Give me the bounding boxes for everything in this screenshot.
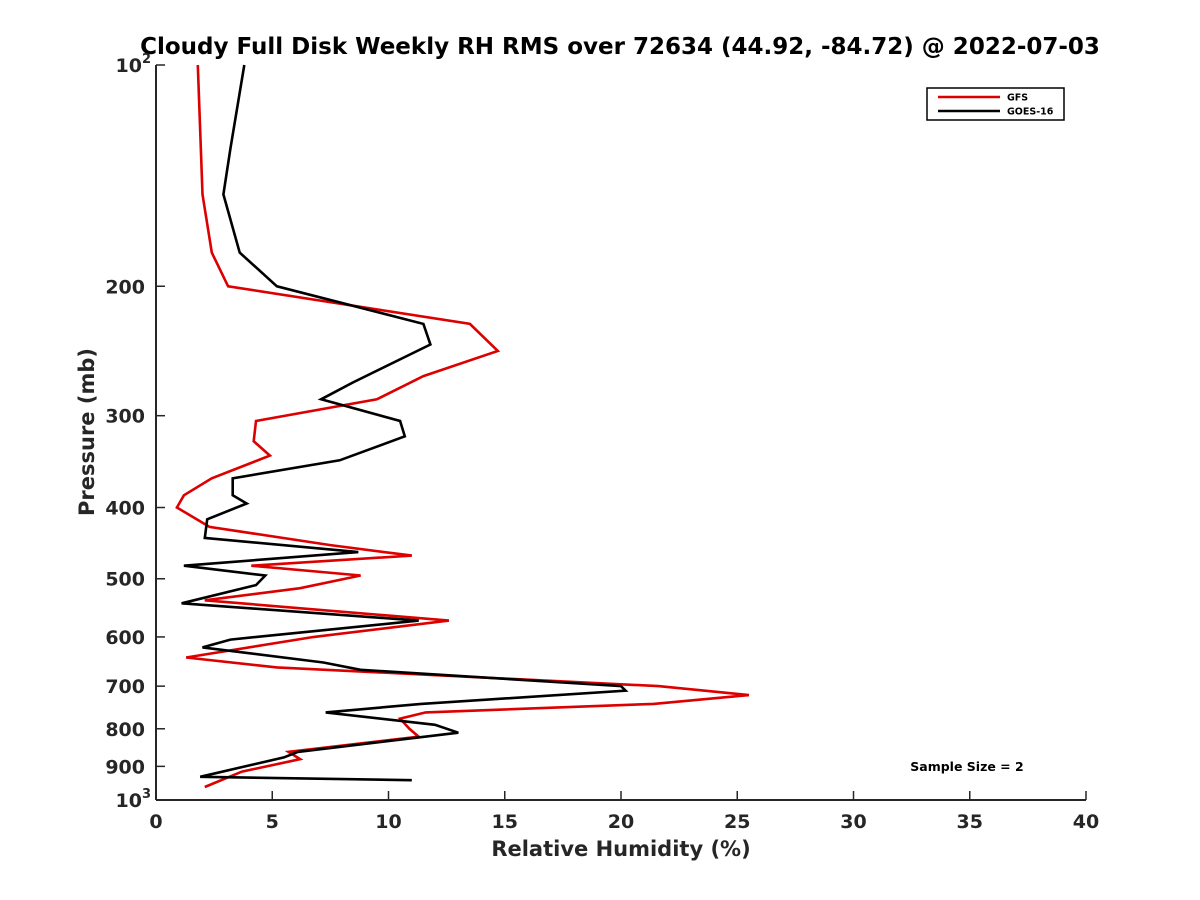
chart-title: Cloudy Full Disk Weekly RH RMS over 7263… [140, 34, 1100, 60]
x-tick-label: 5 [266, 811, 279, 833]
y-tick-label: 800 [105, 719, 145, 741]
y-tick-label: 600 [105, 627, 145, 649]
x-tick-label: 20 [608, 811, 634, 833]
sample-size-annotation: Sample Size = 2 [910, 759, 1023, 774]
y-tick-label-exponent: 2 [142, 52, 151, 67]
x-axis-ticks: 0 5 10 15 20 25 30 35 40 [149, 791, 1099, 833]
x-axis-label: Relative Humidity (%) [491, 837, 750, 861]
y-tick-label: 700 [105, 676, 145, 698]
y-tick-label: 500 [105, 569, 145, 591]
y-tick-label: 300 [105, 406, 145, 428]
y-axis-label: Pressure (mb) [75, 348, 99, 516]
x-tick-label: 35 [957, 811, 983, 833]
x-tick-label: 40 [1073, 811, 1099, 833]
x-tick-label: 30 [840, 811, 866, 833]
y-tick-label-base: 10 [116, 790, 142, 812]
y-tick-label: 102 [116, 52, 152, 77]
y-tick-label: 900 [105, 756, 145, 778]
y-tick-label-base: 10 [116, 55, 142, 77]
series-layer [175, 64, 750, 789]
legend-box [926, 87, 1065, 121]
series-line-gfs [175, 64, 750, 789]
y-tick-label: 200 [105, 276, 145, 298]
y-tick-label-exponent: 3 [142, 787, 151, 802]
x-tick-label: 25 [724, 811, 750, 833]
x-tick-label: 10 [375, 811, 401, 833]
y-tick-label: 400 [105, 498, 145, 520]
series-line-goes16 [181, 64, 629, 782]
y-tick-label: 103 [116, 787, 152, 812]
legend: GFS GOES-16 [926, 87, 1065, 121]
x-tick-label: 15 [492, 811, 518, 833]
legend-label-gfs: GFS [1007, 93, 1028, 104]
legend-label-goes16: GOES-16 [1007, 107, 1054, 118]
x-tick-label: 0 [149, 811, 162, 833]
